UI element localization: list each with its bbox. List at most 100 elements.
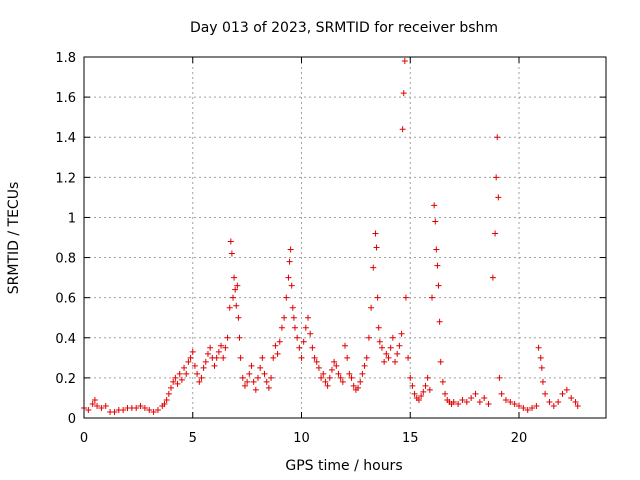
- data-point: [431, 202, 438, 209]
- data-point: [355, 384, 362, 391]
- data-point: [305, 314, 312, 321]
- data-point: [98, 404, 105, 411]
- data-point: [287, 246, 294, 253]
- x-tick-label: 10: [293, 431, 310, 446]
- data-point: [439, 378, 446, 385]
- data-point: [493, 174, 500, 181]
- data-point: [350, 382, 357, 389]
- data-point: [241, 382, 248, 389]
- data-point: [250, 378, 257, 385]
- data-point: [436, 318, 443, 325]
- data-point: [535, 344, 542, 351]
- data-point: [111, 408, 118, 415]
- data-point: [268, 374, 275, 381]
- data-point: [244, 378, 251, 385]
- data-point: [94, 402, 101, 409]
- data-point: [372, 230, 379, 237]
- data-point: [91, 396, 98, 403]
- data-point: [511, 400, 518, 407]
- data-point: [415, 396, 422, 403]
- y-tick-label: 1.8: [55, 51, 76, 66]
- data-point: [411, 390, 418, 397]
- data-point: [191, 362, 198, 369]
- x-tick-label: 15: [402, 431, 419, 446]
- data-point: [472, 390, 479, 397]
- data-point: [520, 404, 527, 411]
- data-point: [290, 314, 297, 321]
- data-point: [370, 264, 377, 271]
- data-point: [89, 400, 96, 407]
- data-point: [150, 408, 157, 415]
- data-point: [224, 334, 231, 341]
- data-point: [237, 354, 244, 361]
- data-point: [172, 374, 179, 381]
- data-point: [302, 324, 309, 331]
- data-point: [539, 378, 546, 385]
- data-point: [498, 390, 505, 397]
- data-point: [309, 344, 316, 351]
- data-point: [387, 344, 394, 351]
- y-tick-label: 0.6: [55, 292, 76, 307]
- data-point: [433, 246, 440, 253]
- data-point: [400, 90, 407, 97]
- data-point: [196, 378, 203, 385]
- data-point: [322, 378, 329, 385]
- data-point: [315, 364, 322, 371]
- data-point: [298, 354, 305, 361]
- data-point: [286, 258, 293, 265]
- data-point: [378, 344, 385, 351]
- data-point: [85, 406, 92, 413]
- data-point: [294, 334, 301, 341]
- data-point: [222, 344, 229, 351]
- data-point: [373, 244, 380, 251]
- data-point: [246, 370, 253, 377]
- data-point: [232, 286, 239, 293]
- data-point: [189, 348, 196, 355]
- data-point: [288, 282, 295, 289]
- tick-layer: 0 0.2 0.4 0.6 0.8 1 1.2 1.4 1.6 1.8 0 5 10 15 20: [55, 51, 606, 446]
- data-point: [381, 358, 388, 365]
- data-point: [476, 398, 483, 405]
- data-point: [344, 354, 351, 361]
- y-axis-label: SRMTID / TECUs: [6, 182, 22, 295]
- y-tick-label: 0: [68, 412, 76, 427]
- data-point: [361, 362, 368, 369]
- y-tick-label: 0.2: [55, 372, 76, 387]
- data-point: [346, 370, 353, 377]
- data-point: [375, 324, 382, 331]
- data-point: [265, 384, 272, 391]
- data-point: [259, 354, 266, 361]
- data-point: [533, 402, 540, 409]
- data-point: [181, 364, 188, 371]
- data-point: [398, 330, 405, 337]
- data-point: [481, 394, 488, 401]
- data-point: [432, 218, 439, 225]
- data-point: [289, 304, 296, 311]
- data-point: [376, 338, 383, 345]
- data-point: [285, 274, 292, 281]
- data-point: [102, 402, 109, 409]
- data-point: [270, 354, 277, 361]
- data-point: [485, 400, 492, 407]
- data-point: [236, 334, 243, 341]
- data-point: [555, 398, 562, 405]
- data-point: [233, 302, 240, 309]
- data-point: [278, 324, 285, 331]
- data-point: [261, 370, 268, 377]
- data-point: [442, 390, 449, 397]
- data-point: [563, 386, 570, 393]
- data-point: [328, 366, 335, 373]
- data-point: [435, 282, 442, 289]
- data-point: [524, 406, 531, 413]
- data-point: [368, 304, 375, 311]
- data-point: [568, 394, 575, 401]
- data-point: [502, 396, 509, 403]
- data-point: [494, 134, 501, 141]
- data-point: [170, 378, 177, 385]
- data-point: [409, 382, 416, 389]
- data-point: [537, 354, 544, 361]
- data-point: [320, 370, 327, 377]
- data-point: [374, 294, 381, 301]
- data-point: [194, 370, 201, 377]
- data-point: [335, 370, 342, 377]
